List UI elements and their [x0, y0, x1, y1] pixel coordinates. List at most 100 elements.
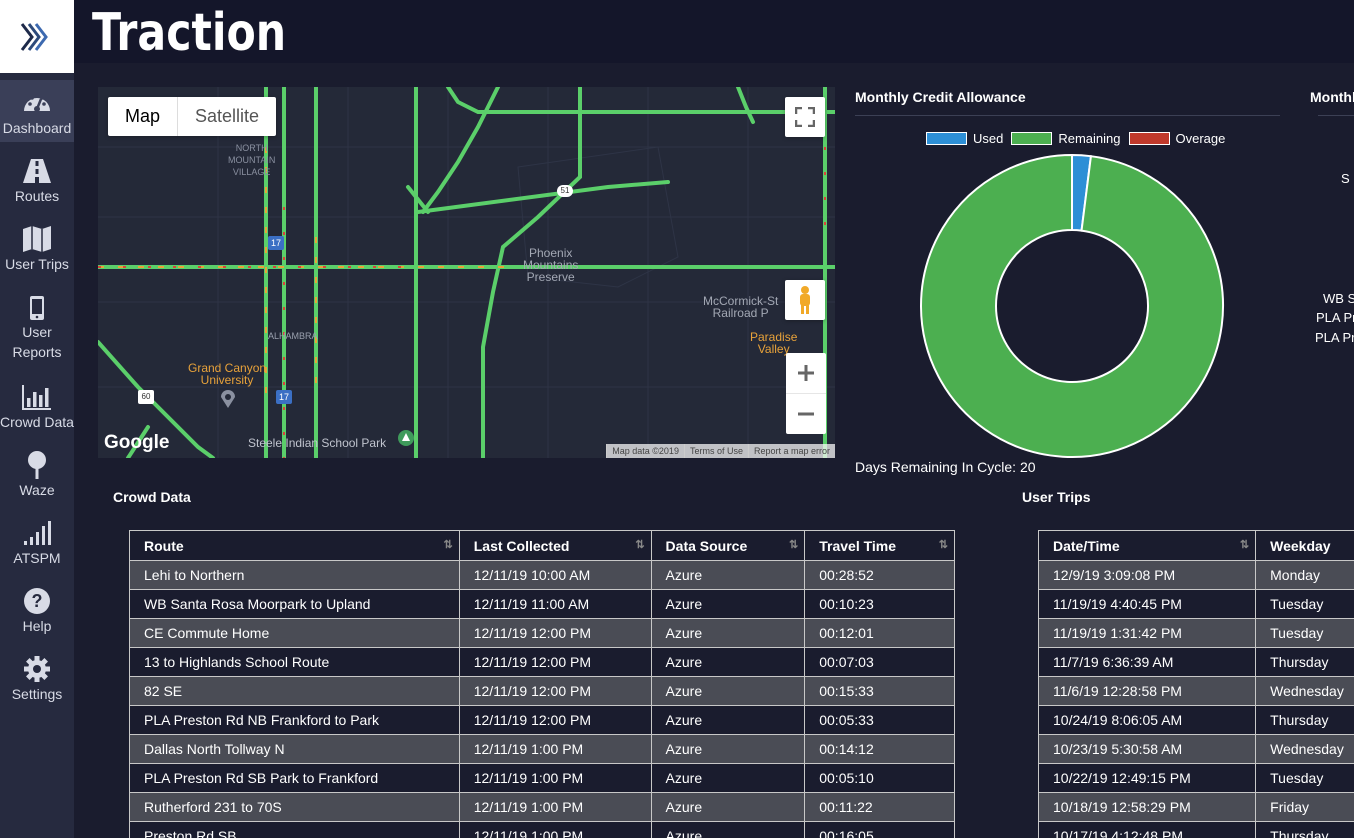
- legend-label: Used: [973, 131, 1004, 146]
- traffic-map[interactable]: NORTH MOUNTAIN VILLAGE Phoenix Mountains…: [98, 87, 835, 458]
- cell-travel-time: 00:05:33: [804, 705, 955, 735]
- cell-last-collected: 12/11/19 1:00 PM: [458, 821, 652, 838]
- cell-travel-time: 00:28:52: [804, 560, 955, 590]
- fullscreen-button[interactable]: [785, 97, 825, 137]
- legend-item-overage[interactable]: Overage: [1128, 131, 1225, 146]
- table-row[interactable]: PLA Preston Rd SB Park to Frankford 12/11…: [129, 763, 955, 793]
- zoom-out-button[interactable]: [786, 393, 826, 433]
- map-type-satellite-button[interactable]: Satellite: [195, 106, 260, 126]
- cell-travel-time: 00:10:23: [804, 589, 955, 619]
- map-label-mccormick: McCormick-St Railroad P: [703, 294, 779, 320]
- legend-item-used[interactable]: Used: [926, 131, 1003, 146]
- table-row[interactable]: PLA Preston Rd NB Frankford to Park 12/11…: [129, 705, 955, 735]
- cell-weekday: Friday: [1255, 792, 1354, 822]
- bar-chart-icon: [22, 382, 52, 412]
- cell-travel-time: 00:11:22: [804, 792, 955, 822]
- cell-data-source: Azure: [650, 763, 806, 793]
- second-chart-divider: [1318, 115, 1354, 116]
- traction-logo[interactable]: [0, 0, 74, 73]
- map-label-alhambra: ALHAMBRA: [268, 331, 318, 341]
- table-row[interactable]: 11/19/19 1:31:42 PM Tuesday: [1037, 618, 1354, 648]
- cell-travel-time: 00:14:12: [804, 734, 955, 764]
- sort-icon[interactable]: ⇅: [938, 539, 948, 551]
- cell-data-source: Azure: [650, 705, 806, 735]
- days-remaining-text: Days Remaining In Cycle: 20: [855, 459, 1036, 475]
- cell-last-collected: 12/11/19 1:00 PM: [458, 763, 652, 793]
- highway-17-shield: 17: [276, 390, 292, 404]
- cell-date-time: 11/6/19 12:28:58 PM: [1037, 676, 1257, 706]
- table-row[interactable]: 82 SE 12/11/19 12:00 PM Azure 00:15:33: [129, 676, 955, 706]
- cell-route: Preston Rd SB: [129, 821, 460, 838]
- street-view-pegman-button[interactable]: [785, 280, 825, 320]
- table-row[interactable]: 10/24/19 8:06:05 AM Thursday: [1037, 705, 1354, 735]
- cell-route: CE Commute Home: [129, 618, 460, 648]
- column-header-date-time[interactable]: Date/Time ⇅: [1037, 530, 1257, 561]
- sort-icon[interactable]: ⇅: [443, 539, 453, 551]
- terms-of-use-link[interactable]: Terms of Use: [683, 444, 748, 458]
- cell-last-collected: 12/11/19 10:00 AM: [458, 560, 652, 590]
- chevrons-logo-icon: [20, 22, 48, 51]
- table-row[interactable]: WB Santa Rosa Moorpark to Upland 12/11/19…: [129, 589, 955, 619]
- sort-icon[interactable]: ⇅: [789, 539, 798, 551]
- cell-date-time: 11/19/19 1:31:42 PM: [1037, 618, 1257, 648]
- sidebar-item-dashboard[interactable]: Dashboard: [0, 80, 74, 142]
- sort-icon[interactable]: ⇅: [635, 539, 644, 551]
- cell-date-time: 11/19/19 4:40:45 PM: [1037, 589, 1257, 619]
- table-row[interactable]: 13 to Highlands School Route 12/11/19 12:…: [129, 647, 955, 677]
- cell-weekday: Monday: [1255, 560, 1354, 590]
- cell-data-source: Azure: [650, 734, 806, 764]
- table-row[interactable]: Lehi to Northern 12/11/19 10:00 AM Azure 00…: [129, 560, 955, 590]
- sidebar-item-help[interactable]: ? Help: [0, 578, 74, 640]
- report-map-error-link[interactable]: Report a map error: [747, 444, 835, 458]
- sidebar: Dashboard Routes User Trips User Reports…: [0, 0, 74, 838]
- map-type-toggle: Map Satellite: [108, 97, 277, 136]
- sidebar-item-settings[interactable]: Settings: [0, 646, 74, 708]
- sidebar-item-user-trips[interactable]: User Trips: [0, 216, 74, 278]
- highway-17-shield: 17: [268, 236, 284, 250]
- cell-date-time: 10/22/19 12:49:15 PM: [1037, 763, 1257, 793]
- table-row[interactable]: Preston Rd SB 12/11/19 1:00 PM Azure 00:16:…: [129, 821, 955, 838]
- table-row[interactable]: 10/22/19 12:49:15 PM Tuesday: [1037, 763, 1354, 793]
- sidebar-item-label: ATSPM: [13, 550, 61, 566]
- table-row[interactable]: 11/19/19 4:40:45 PM Tuesday: [1037, 589, 1354, 619]
- donut-slice-remaining[interactable]: [920, 153, 1224, 458]
- table-row[interactable]: 10/17/19 4:12:48 PM Thursday: [1037, 821, 1354, 838]
- table-row[interactable]: 11/7/19 6:36:39 AM Thursday: [1037, 647, 1354, 677]
- column-header-data-source[interactable]: Data Source ⇅: [650, 530, 806, 561]
- sidebar-item-user-reports[interactable]: User Reports: [0, 292, 74, 366]
- column-header-last-collected[interactable]: Last Collected ⇅: [458, 530, 652, 561]
- cell-route: PLA Preston Rd SB Park to Frankford: [129, 763, 460, 793]
- column-header-weekday[interactable]: Weekday: [1255, 530, 1354, 561]
- table-row[interactable]: 12/9/19 3:09:08 PM Monday: [1037, 560, 1354, 590]
- sort-icon[interactable]: ⇅: [1239, 539, 1249, 551]
- credit-donut-chart: [920, 153, 1224, 458]
- cell-travel-time: 00:16:05: [804, 821, 955, 838]
- sidebar-item-crowd-data[interactable]: Crowd Data: [0, 374, 74, 436]
- pegman-icon: [800, 286, 810, 314]
- cell-travel-time: 00:05:10: [804, 763, 955, 793]
- cell-route: Dallas North Tollway N: [129, 734, 460, 764]
- table-row[interactable]: CE Commute Home 12/11/19 12:00 PM Azure 00:…: [129, 618, 955, 648]
- table-row[interactable]: 10/23/19 5:30:58 AM Wednesday: [1037, 734, 1354, 764]
- column-header-route[interactable]: Route ⇅: [129, 530, 460, 561]
- second-chart-label: S: [1341, 171, 1350, 186]
- table-row[interactable]: 11/6/19 12:28:58 PM Wednesday: [1037, 676, 1354, 706]
- cell-weekday: Thursday: [1255, 647, 1354, 677]
- table-row[interactable]: Dallas North Tollway N 12/11/19 1:00 PM Az…: [129, 734, 955, 764]
- sidebar-item-atspm[interactable]: ATSPM: [0, 510, 74, 572]
- cell-data-source: Azure: [650, 589, 806, 619]
- sidebar-item-waze[interactable]: Waze: [0, 442, 74, 504]
- map-type-map-button[interactable]: Map: [108, 97, 179, 136]
- table-row[interactable]: Rutherford 231 to 70S 12/11/19 1:00 PM Azu…: [129, 792, 955, 822]
- cell-last-collected: 12/11/19 11:00 AM: [458, 589, 652, 619]
- map-label-north-mountain: NORTH MOUNTAIN VILLAGE: [228, 143, 276, 177]
- cell-data-source: Azure: [650, 676, 806, 706]
- map-label-phoenix-mountains: Phoenix Mountains Preserve: [523, 246, 579, 284]
- table-row[interactable]: 10/18/19 12:58:29 PM Friday: [1037, 792, 1354, 822]
- park-pin-icon: [398, 430, 414, 446]
- user-trips-table: Date/Time ⇅ Weekday 12/9/19 3:09:08 PM Mon…: [1037, 530, 1354, 838]
- column-header-travel-time[interactable]: Travel Time ⇅: [804, 530, 955, 561]
- sidebar-item-routes[interactable]: Routes: [0, 148, 74, 210]
- zoom-in-button[interactable]: [786, 353, 826, 393]
- legend-item-remaining[interactable]: Remaining: [1011, 131, 1121, 146]
